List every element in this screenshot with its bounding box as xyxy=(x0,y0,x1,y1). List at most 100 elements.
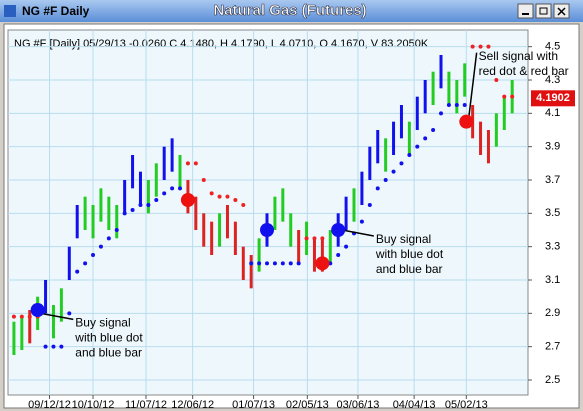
annotation-text: with blue dot xyxy=(375,247,444,261)
y-tick-label: 3.1 xyxy=(545,274,560,286)
stop-dot xyxy=(51,344,56,349)
y-tick-label: 4.3 xyxy=(545,74,560,86)
stop-dot xyxy=(209,191,214,196)
y-tick-label: 2.5 xyxy=(545,374,560,386)
stop-dot xyxy=(19,314,24,319)
chart-title: Natural Gas (Futures) xyxy=(213,2,366,19)
stop-dot xyxy=(296,261,301,266)
stop-dot xyxy=(391,169,396,174)
stop-dot xyxy=(75,269,80,274)
stop-dot xyxy=(130,208,135,212)
stop-dot xyxy=(217,194,222,199)
stop-dot xyxy=(225,194,230,199)
stop-dot xyxy=(170,186,175,191)
stop-dot xyxy=(249,261,254,266)
stop-dot xyxy=(399,161,404,166)
y-tick-label: 4.5 xyxy=(545,41,560,53)
annotation-arrow xyxy=(342,229,374,237)
signal-dot xyxy=(315,256,330,271)
signal-dot xyxy=(260,223,275,237)
stop-dot xyxy=(367,203,372,207)
stop-dot xyxy=(233,198,238,202)
annotation-text: with blue dot xyxy=(74,331,143,345)
title-bar xyxy=(0,0,583,22)
x-tick-label: 11/07/12 xyxy=(125,399,167,411)
last-price-box xyxy=(531,90,575,107)
stop-dot xyxy=(415,144,420,149)
stop-dot xyxy=(154,198,159,202)
maximize[interactable] xyxy=(535,3,552,19)
stop-dot xyxy=(43,344,48,349)
x-tick-label: 10/10/12 xyxy=(72,399,115,411)
stop-dot xyxy=(146,203,151,207)
stop-dot xyxy=(201,178,206,182)
x-tick-label: 04/04/13 xyxy=(393,399,436,411)
annotation-text: and blue bar xyxy=(376,262,443,276)
annotation-text: Buy signal xyxy=(376,232,431,246)
signal-dot xyxy=(180,193,195,207)
signal-dot xyxy=(30,303,45,317)
x-tick-label: 12/06/12 xyxy=(171,399,214,411)
window-controls[interactable] xyxy=(517,3,570,19)
minimize[interactable] xyxy=(517,3,534,19)
stop-dot xyxy=(122,211,127,216)
y-tick-label: 3.5 xyxy=(545,207,560,219)
stop-dot xyxy=(288,261,293,266)
stop-dot xyxy=(439,111,444,116)
annotation-arrow xyxy=(40,312,74,321)
window-title: NG #F Daily xyxy=(22,4,90,18)
stop-dot xyxy=(462,103,467,107)
stop-dot xyxy=(272,261,277,266)
stop-dot xyxy=(494,78,499,82)
stop-dot xyxy=(59,344,64,349)
stop-dot xyxy=(431,128,436,132)
x-tick-label: 03/06/13 xyxy=(337,399,380,411)
stop-dot xyxy=(470,44,475,49)
stop-dot xyxy=(11,314,16,319)
stop-dot xyxy=(304,236,309,241)
stop-dot xyxy=(27,314,32,319)
stop-dot xyxy=(114,228,119,232)
stop-dot xyxy=(98,244,103,249)
stop-dot xyxy=(478,44,483,49)
y-tick-label: 2.7 xyxy=(545,341,560,353)
x-tick-label: 09/12/12 xyxy=(28,399,71,411)
stop-dot xyxy=(383,178,388,182)
x-tick-label: 05/02/13 xyxy=(445,399,488,411)
stop-dot xyxy=(241,203,246,207)
annotation-arrow xyxy=(467,52,478,119)
stop-dot xyxy=(502,94,507,99)
y-tick-label: 2.9 xyxy=(545,307,560,319)
stop-dot xyxy=(162,191,167,196)
signal-dot xyxy=(331,223,346,237)
y-tick-label: 4.1 xyxy=(545,107,560,119)
stop-dot xyxy=(359,219,364,224)
stop-dot xyxy=(407,153,412,157)
annotation-text: Buy signal xyxy=(75,316,130,330)
stop-dot xyxy=(344,244,349,249)
stop-dot xyxy=(423,136,428,141)
plot-area xyxy=(7,29,529,396)
stop-dot xyxy=(336,253,341,257)
stop-dot xyxy=(91,253,96,257)
stop-dot xyxy=(106,236,111,241)
y-tick-label: 3.9 xyxy=(545,141,560,153)
stop-dot xyxy=(454,103,459,107)
stop-dot xyxy=(185,161,190,166)
chart-header: NG #F [Daily] 05/29/13 -0.0260 C 4.1480,… xyxy=(14,38,429,50)
stop-dot xyxy=(320,236,325,241)
stop-dot xyxy=(486,44,491,49)
annotation-text: Sell signal with xyxy=(479,49,558,63)
stop-dot xyxy=(280,261,285,266)
app-icon xyxy=(4,5,16,17)
signal-dot xyxy=(459,114,474,129)
stop-dot xyxy=(83,261,88,266)
stop-dot xyxy=(375,186,380,191)
stop-dot xyxy=(510,94,515,99)
x-tick-label: 01/07/13 xyxy=(232,399,275,411)
y-tick-label: 3.3 xyxy=(545,241,560,253)
y-tick-label: 3.7 xyxy=(545,174,560,186)
stop-dot xyxy=(265,261,270,266)
last-price-label: 4.1902 xyxy=(536,92,570,104)
